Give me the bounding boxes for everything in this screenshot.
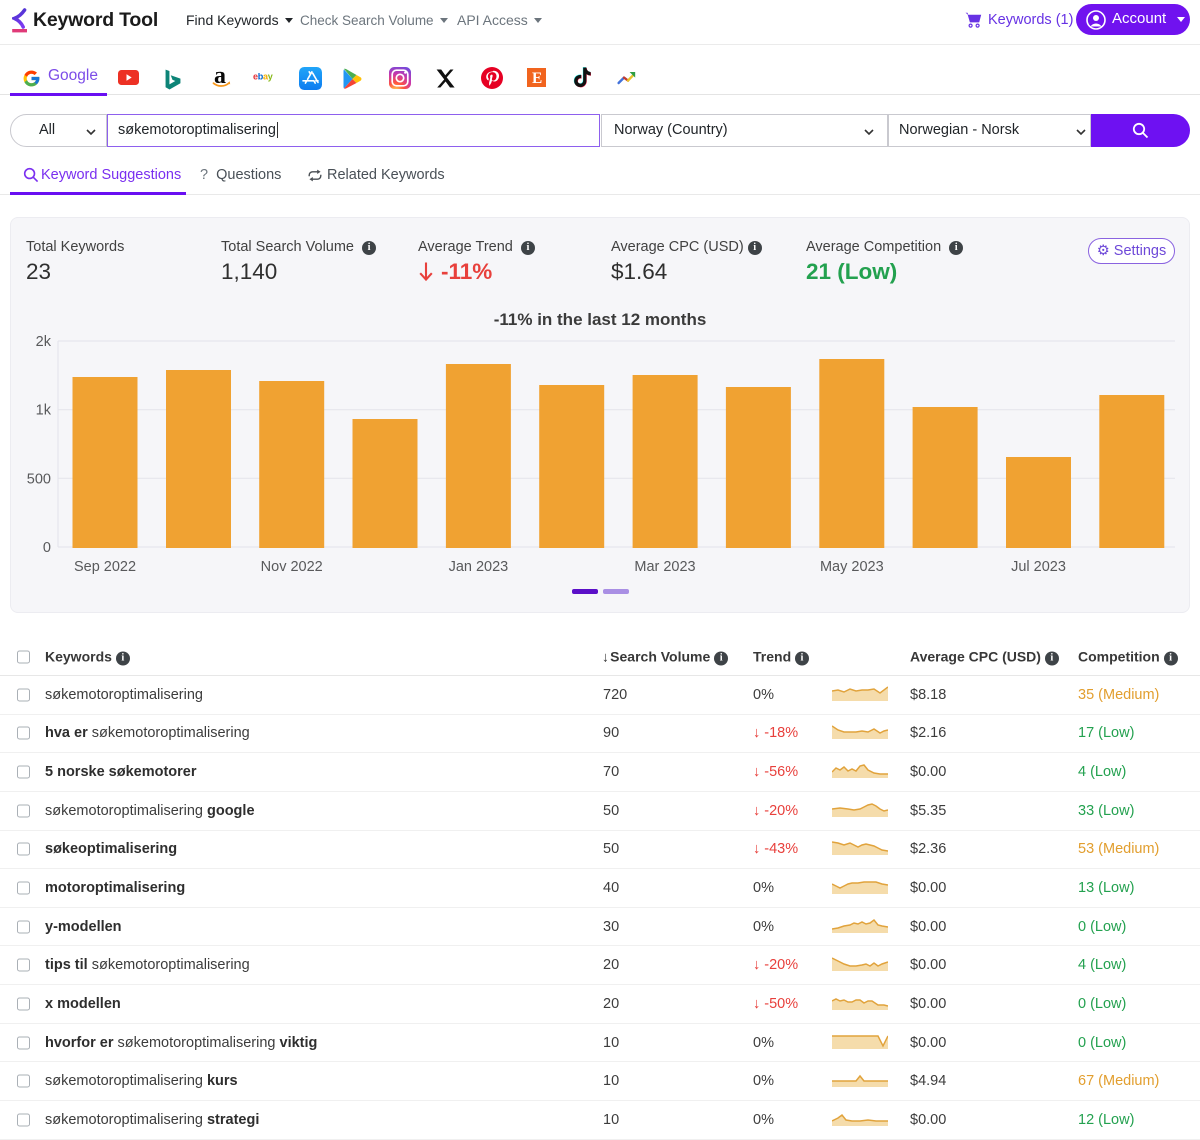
svg-text:0: 0	[43, 540, 51, 556]
svg-text:b: b	[258, 71, 264, 81]
svg-text:Jan 2023: Jan 2023	[449, 559, 509, 575]
svg-text:y: y	[268, 71, 273, 81]
svg-text:Jul 2023: Jul 2023	[1011, 559, 1066, 575]
svg-text:a: a	[214, 67, 226, 89]
svg-text:E: E	[532, 70, 542, 87]
svg-text:May 2023: May 2023	[820, 559, 884, 575]
svg-text:1k: 1k	[36, 403, 52, 419]
svg-text:Mar 2023: Mar 2023	[634, 559, 695, 575]
svg-text:500: 500	[27, 471, 51, 487]
svg-text:2k: 2k	[36, 334, 52, 350]
svg-text:e: e	[253, 71, 258, 81]
svg-text:Sep 2022: Sep 2022	[74, 559, 136, 575]
svg-text:a: a	[263, 71, 269, 81]
svg-text:Nov 2022: Nov 2022	[261, 559, 323, 575]
